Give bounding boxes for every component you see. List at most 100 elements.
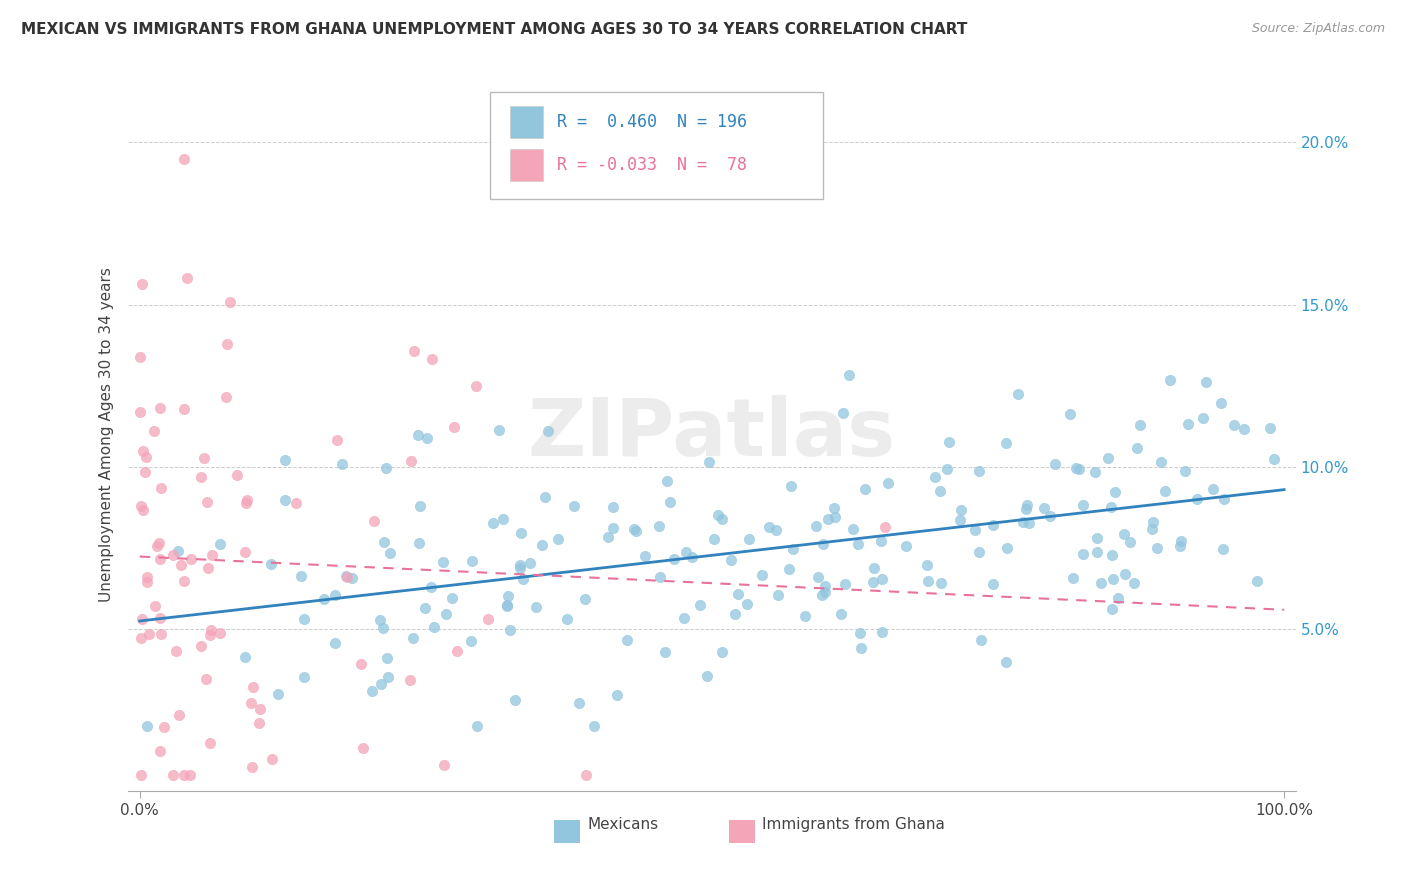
- FancyBboxPatch shape: [510, 106, 543, 138]
- Immigrants from Ghana: [149, 626, 172, 640]
- Mexicans: [1153, 484, 1175, 499]
- Mexicans: [564, 499, 586, 513]
- Immigrants from Ghana: [136, 575, 159, 590]
- Mexicans: [1101, 601, 1123, 615]
- Mexicans: [967, 465, 990, 479]
- Mexicans: [1192, 411, 1215, 425]
- Immigrants from Ghana: [148, 536, 170, 550]
- Mexicans: [634, 549, 657, 563]
- Mexicans: [1212, 542, 1234, 557]
- Mexicans: [863, 560, 886, 574]
- Mexicans: [481, 516, 503, 531]
- Mexicans: [461, 554, 484, 568]
- Immigrants from Ghana: [165, 644, 187, 658]
- Mexicans: [1195, 376, 1218, 390]
- Mexicans: [406, 427, 429, 442]
- Immigrants from Ghana: [875, 520, 897, 534]
- Text: Mexicans: Mexicans: [588, 817, 658, 832]
- Mexicans: [806, 570, 828, 584]
- Immigrants from Ghana: [219, 295, 242, 310]
- Immigrants from Ghana: [149, 552, 172, 566]
- Immigrants from Ghana: [465, 379, 488, 393]
- Mexicans: [496, 599, 519, 613]
- Mexicans: [970, 632, 993, 647]
- Mexicans: [1114, 567, 1136, 582]
- Immigrants from Ghana: [148, 744, 170, 758]
- Mexicans: [696, 668, 718, 682]
- Mexicans: [1062, 572, 1084, 586]
- Mexicans: [672, 611, 695, 625]
- Immigrants from Ghana: [446, 644, 468, 658]
- Mexicans: [814, 579, 837, 593]
- Immigrants from Ghana: [131, 612, 153, 626]
- Immigrants from Ghana: [131, 503, 153, 517]
- Mexicans: [655, 475, 678, 489]
- Mexicans: [711, 512, 734, 526]
- Mexicans: [994, 436, 1017, 450]
- Text: MEXICAN VS IMMIGRANTS FROM GHANA UNEMPLOYMENT AMONG AGES 30 TO 34 YEARS CORRELAT: MEXICAN VS IMMIGRANTS FROM GHANA UNEMPLO…: [21, 22, 967, 37]
- Mexicans: [1084, 465, 1107, 479]
- Mexicans: [1102, 572, 1125, 586]
- Mexicans: [751, 568, 773, 582]
- Mexicans: [465, 719, 488, 733]
- Mexicans: [1114, 526, 1136, 541]
- Mexicans: [838, 368, 860, 383]
- Mexicans: [419, 580, 441, 594]
- Immigrants from Ghana: [180, 552, 202, 566]
- Mexicans: [340, 571, 363, 585]
- Text: Immigrants from Ghana: Immigrants from Ghana: [762, 817, 945, 832]
- Immigrants from Ghana: [197, 495, 219, 509]
- Mexicans: [724, 607, 747, 621]
- Mexicans: [1212, 491, 1234, 506]
- Mexicans: [413, 601, 436, 615]
- Mexicans: [598, 530, 620, 544]
- Immigrants from Ghana: [420, 351, 443, 366]
- Mexicans: [782, 541, 804, 556]
- FancyBboxPatch shape: [491, 92, 823, 199]
- Immigrants from Ghana: [325, 434, 347, 448]
- Mexicans: [460, 634, 482, 648]
- Mexicans: [290, 568, 312, 582]
- Mexicans: [1064, 461, 1087, 475]
- Immigrants from Ghana: [197, 561, 219, 575]
- Mexicans: [323, 636, 346, 650]
- Text: R = -0.033  N =  78: R = -0.033 N = 78: [557, 156, 747, 174]
- Mexicans: [1159, 373, 1181, 387]
- Immigrants from Ghana: [236, 492, 259, 507]
- Mexicans: [1168, 539, 1191, 553]
- Mexicans: [274, 493, 297, 508]
- Immigrants from Ghana: [146, 540, 169, 554]
- Mexicans: [499, 624, 522, 638]
- Mexicans: [870, 572, 893, 586]
- Mexicans: [373, 621, 395, 635]
- Mexicans: [1018, 516, 1040, 530]
- Immigrants from Ghana: [242, 680, 264, 694]
- Mexicans: [432, 555, 454, 569]
- Mexicans: [408, 499, 430, 513]
- Mexicans: [492, 512, 515, 526]
- Mexicans: [780, 478, 803, 492]
- Immigrants from Ghana: [176, 270, 198, 285]
- Mexicans: [817, 511, 839, 525]
- Immigrants from Ghana: [401, 454, 423, 468]
- Mexicans: [208, 537, 231, 551]
- Mexicans: [1101, 548, 1123, 562]
- Mexicans: [330, 458, 353, 472]
- Mexicans: [606, 688, 628, 702]
- Immigrants from Ghana: [190, 470, 212, 484]
- Mexicans: [274, 453, 297, 467]
- Mexicans: [831, 406, 853, 420]
- Immigrants from Ghana: [195, 672, 218, 686]
- Mexicans: [377, 670, 399, 684]
- Immigrants from Ghana: [129, 632, 152, 646]
- Mexicans: [1150, 455, 1173, 469]
- Mexicans: [738, 533, 761, 547]
- Mexicans: [949, 512, 972, 526]
- Mexicans: [524, 599, 547, 614]
- Immigrants from Ghana: [240, 697, 263, 711]
- Mexicans: [1099, 500, 1122, 515]
- Mexicans: [574, 592, 596, 607]
- Mexicans: [1069, 461, 1091, 475]
- Mexicans: [416, 431, 439, 445]
- Mexicans: [602, 500, 624, 515]
